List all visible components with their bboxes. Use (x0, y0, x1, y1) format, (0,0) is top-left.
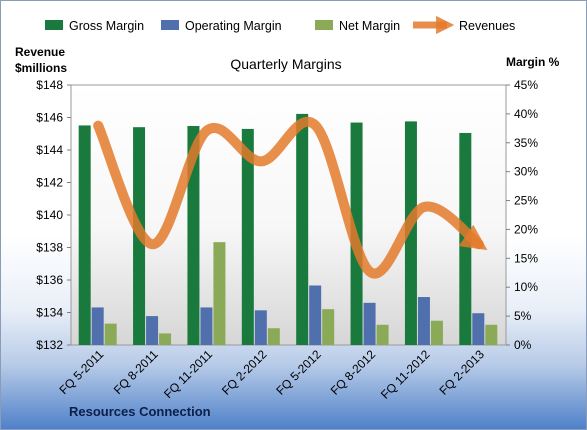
left-axis-title-line1: Revenue (15, 45, 65, 59)
gross-margin-bar (78, 125, 91, 345)
right-tick-label: 5% (514, 309, 532, 323)
right-tick-label: 35% (514, 136, 538, 150)
operating-margin-bar (91, 307, 104, 345)
gross-margin-legend-swatch (45, 20, 63, 30)
operating-margin-bar (417, 297, 430, 345)
x-tick-label: FQ 11-2011 (161, 347, 215, 401)
right-tick-label: 40% (514, 107, 538, 121)
chart-title: Quarterly Margins (230, 56, 341, 72)
net-margin-bar (267, 328, 280, 345)
operating-margin-legend-swatch (161, 20, 179, 30)
company-name: Resources Connection (69, 404, 211, 419)
net-margin-bar (104, 323, 117, 345)
right-tick-label: 20% (514, 222, 538, 236)
gross-margin-bar (296, 113, 309, 345)
left-tick-label: $138 (36, 241, 63, 255)
gross-margin-bar (241, 128, 254, 345)
right-tick-label: 15% (514, 251, 538, 265)
revenues-legend-label: Revenues (459, 19, 515, 33)
left-tick-label: $144 (36, 143, 63, 157)
gross-margin-legend-label: Gross Margin (69, 19, 144, 33)
net-margin-legend-swatch (315, 20, 333, 30)
x-axis: FQ 5-2011 FQ 8-2011 FQ 11-2011 FQ 2-2012 FQ … (56, 347, 487, 402)
gross-margin-bar (187, 126, 200, 346)
x-tick-label: FQ 2-2012 (219, 347, 270, 398)
operating-margin-bar (200, 307, 213, 345)
gross-margin-bar (404, 121, 417, 346)
net-margin-bar (376, 324, 389, 345)
x-tick-label: FQ 11-2012 (378, 347, 433, 402)
left-axis: $132 $134 $136 $138 $140 $142 $144 $146 $148 (36, 78, 71, 352)
left-tick-label: $142 (36, 176, 63, 190)
right-axis-title: Margin % (506, 55, 560, 69)
right-tick-label: 25% (514, 194, 538, 208)
bar-series (78, 113, 498, 346)
right-tick-label: 45% (514, 78, 538, 92)
operating-margin-bar (472, 313, 485, 345)
operating-margin-bar (146, 316, 159, 345)
operating-margin-bar (309, 285, 322, 345)
net-margin-legend-label: Net Margin (339, 19, 400, 33)
operating-margin-bar (363, 302, 376, 345)
net-margin-bar (430, 320, 443, 345)
operating-margin-legend-label: Operating Margin (185, 19, 282, 33)
left-tick-label: $132 (36, 338, 63, 352)
x-tick-label: FQ 5-2012 (273, 347, 324, 398)
net-margin-bar (322, 309, 335, 345)
x-tick-label: FQ 8-2012 (328, 347, 379, 398)
left-tick-label: $146 (36, 111, 63, 125)
left-tick-label: $140 (36, 208, 63, 222)
left-tick-label: $136 (36, 273, 63, 287)
right-tick-label: 10% (514, 280, 538, 294)
x-tick-label: FQ 2-2013 (436, 347, 487, 398)
net-margin-bar (159, 333, 172, 345)
left-tick-label: $134 (36, 306, 63, 320)
revenues-line (93, 116, 488, 279)
revenue-series (93, 116, 488, 279)
legend: Gross Margin Operating Margin Net Margin Re… (45, 15, 515, 35)
net-margin-bar (485, 324, 498, 345)
right-tick-label: 0% (514, 338, 532, 352)
x-tick-label: FQ 8-2011 (111, 347, 161, 397)
right-tick-label: 30% (514, 165, 538, 179)
right-axis: 0% 5% 10% 15% 20% 25% 30% 35% 40% 45% (506, 78, 538, 352)
left-axis-title-line2: $millions (15, 61, 67, 75)
net-margin-bar (213, 242, 226, 345)
x-tick-label: FQ 5-2011 (56, 347, 106, 397)
operating-margin-bar (254, 310, 267, 345)
left-tick-label: $148 (36, 78, 63, 92)
